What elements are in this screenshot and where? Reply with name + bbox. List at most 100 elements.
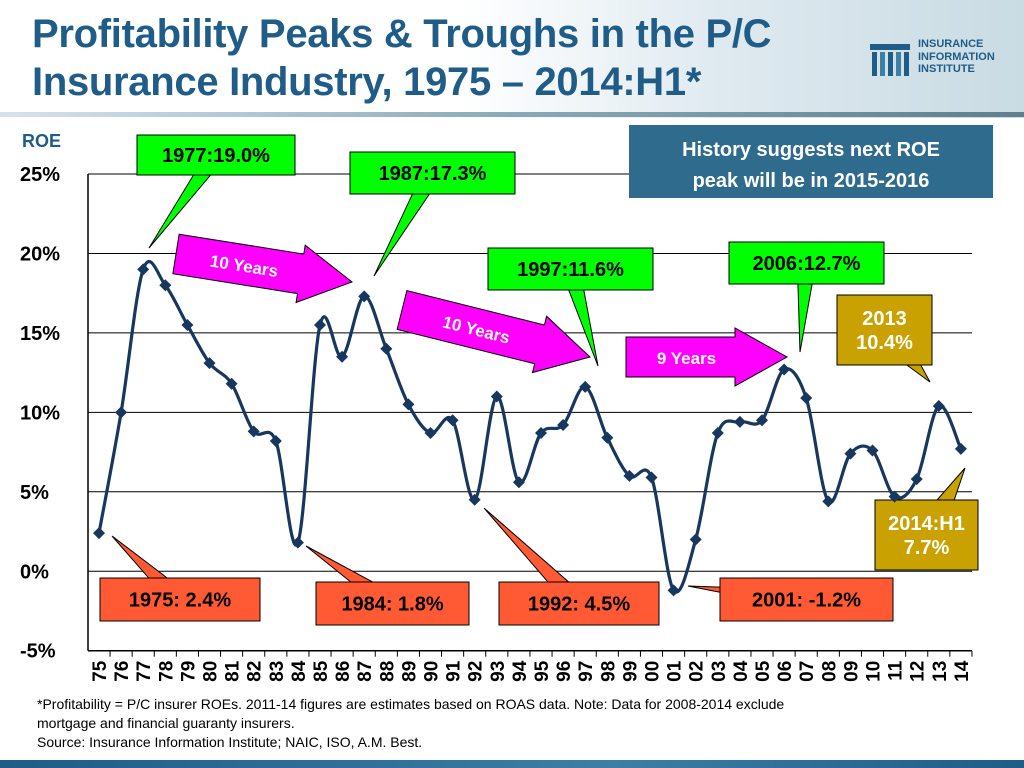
y-tick-label: 15% xyxy=(20,323,60,345)
data-point-09 xyxy=(844,447,857,460)
data-point-79 xyxy=(181,318,194,331)
x-tick-label: 95 xyxy=(532,660,553,682)
data-point-08 xyxy=(822,495,835,508)
logo-text: INSURANCE INFORMATION INSTITUTE xyxy=(918,38,995,76)
y-tick-label: 10% xyxy=(20,402,60,424)
interval-arrow-2: 10 Years xyxy=(396,289,591,374)
footnote-line-3: Source: Insurance Information Institute;… xyxy=(37,734,423,750)
peak-callout-1987: 1987:17.3% xyxy=(349,151,516,277)
data-point-78 xyxy=(159,279,172,292)
logo-line-2: INFORMATION xyxy=(918,50,995,63)
callout-2013-text: 2013 xyxy=(862,308,907,330)
interval-arrow-2-shape xyxy=(396,289,591,374)
x-tick-label: 76 xyxy=(112,661,133,682)
data-point-04 xyxy=(733,415,746,428)
x-tick-label: 05 xyxy=(753,660,774,682)
data-point-81 xyxy=(225,377,238,390)
x-tick-label: 07 xyxy=(797,661,818,682)
roe-series-line xyxy=(97,259,963,594)
peak-callout-1997-box-fill xyxy=(489,249,652,289)
interval-arrow-1: 10 Years xyxy=(172,233,354,304)
trough-callout-1975-text: 1975: 2.4% xyxy=(129,590,232,612)
x-tick-label: 82 xyxy=(245,661,266,682)
peak-callout-2006-box-fill xyxy=(730,243,883,283)
data-point-00 xyxy=(645,471,658,484)
trough-callout-1984-text: 1984: 1.8% xyxy=(341,594,444,616)
data-point-05 xyxy=(756,414,768,427)
x-tick-label: 13 xyxy=(930,661,951,682)
peak-callout-2006: 2006:12.7% xyxy=(728,241,885,353)
trough-callout-2001: 2001: -1.2% xyxy=(687,577,894,622)
forecast-note-box xyxy=(629,125,993,198)
data-point-96 xyxy=(557,419,570,432)
data-point-75 xyxy=(93,527,105,540)
x-tick-label: 03 xyxy=(709,661,730,682)
forecast-note-line-1: History suggests next ROE xyxy=(682,139,940,161)
x-tick-label: 75 xyxy=(90,660,111,682)
header-rule xyxy=(0,112,1024,117)
x-tick-label: 90 xyxy=(422,661,443,682)
forecast-note-line-2: peak will be in 2015-2016 xyxy=(693,170,930,192)
data-point-77 xyxy=(137,263,150,276)
x-tick-label: 78 xyxy=(156,661,177,682)
trough-callout-2001-text: 2001: -1.2% xyxy=(752,590,861,612)
logo-line-1: INSURANCE xyxy=(918,38,984,50)
data-point-80 xyxy=(203,357,216,370)
interval-arrow-1-shape xyxy=(172,233,354,304)
interval-arrow-3: 9 Years xyxy=(625,327,789,387)
interval-arrow-2-body: 10 Years xyxy=(396,289,591,374)
data-point-87 xyxy=(358,290,371,303)
x-tick-label: 77 xyxy=(134,661,155,682)
title-line-2: Insurance Industry, 1975 – 2014:H1* xyxy=(32,60,702,104)
data-point-98 xyxy=(601,431,614,444)
data-point-95 xyxy=(535,427,547,440)
data-point-89 xyxy=(402,398,415,411)
trough-callout-1984-box-fill xyxy=(317,583,468,624)
callout-2014: 2014:H17.7% xyxy=(874,467,979,571)
footnote-line-2: mortgage and financial guaranty insurers… xyxy=(37,715,295,731)
data-point-88 xyxy=(380,342,393,355)
data-point-92 xyxy=(468,493,481,506)
data-point-85 xyxy=(314,318,326,331)
header-band xyxy=(0,0,1024,118)
roe-line-chart: 25% 20% 15% 10% 5% 0% -5% ROE 75 76 77 78 79 80 81 82 83… xyxy=(20,125,993,682)
y-axis-label: ROE xyxy=(22,131,61,151)
x-tick-label: 11 xyxy=(886,660,907,681)
iii-logo: INSURANCE INFORMATION INSTITUTE xyxy=(868,36,1018,80)
footnote: *Profitability = P/C insurer ROEs. 2011-… xyxy=(37,695,937,752)
data-point-07 xyxy=(800,392,813,405)
x-tick-label: 04 xyxy=(731,660,752,682)
callout-2013-text: 10.4% xyxy=(856,332,913,354)
x-tick-label: 00 xyxy=(643,661,664,682)
trough-callout-1992-box-fill xyxy=(500,583,658,624)
data-point-94 xyxy=(512,476,525,489)
x-tick-label: 06 xyxy=(775,661,796,682)
data-point-91 xyxy=(446,414,459,427)
x-tick-label: 85 xyxy=(311,660,332,682)
y-tick-label: 20% xyxy=(20,243,60,265)
title-line-1: Profitability Peaks & Troughs in the P/C xyxy=(32,12,772,56)
bottom-bar xyxy=(0,760,1024,768)
data-point-13 xyxy=(932,399,945,412)
trough-callout-2001-box-fill xyxy=(721,579,892,620)
data-point-82 xyxy=(247,425,260,438)
data-point-99 xyxy=(623,469,636,482)
x-tick-label: 01 xyxy=(665,660,686,682)
x-tick-label: 99 xyxy=(620,661,641,682)
interval-arrow-3-shape xyxy=(625,327,789,387)
trough-callout-1992: 1992: 4.5% xyxy=(483,507,660,626)
x-tick-label: 86 xyxy=(333,661,354,682)
x-tick-label: 08 xyxy=(819,661,840,682)
data-point-11 xyxy=(888,490,901,503)
trough-callout-1984: 1984: 1.8% xyxy=(305,545,470,626)
x-tick-label: 09 xyxy=(841,661,862,682)
x-tick-label: 87 xyxy=(355,661,376,682)
x-tick-label: 91 xyxy=(444,660,465,682)
x-tick-label: 98 xyxy=(598,661,619,682)
y-tick-label: 5% xyxy=(20,482,49,504)
page-title: Profitability Peaks & Troughs in the P/C… xyxy=(32,10,872,106)
footnote-line-1: *Profitability = P/C insurer ROEs. 2011-… xyxy=(37,696,785,712)
data-point-14 xyxy=(954,442,967,455)
x-tick-label: 88 xyxy=(377,661,398,682)
